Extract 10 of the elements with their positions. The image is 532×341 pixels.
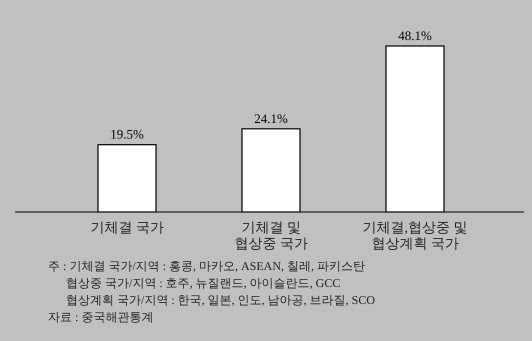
text: 협상계획 국가/지역 : 한국, 일본, 인도, 남아공, 브라질, SCO xyxy=(48,293,376,307)
x-tick-label: 기체결 국가 xyxy=(90,221,164,236)
text: 자료 : 중국해관통계 xyxy=(48,310,154,324)
data-label: 24.1% xyxy=(254,110,288,126)
data-label: 19.5% xyxy=(110,126,144,142)
text: 협상중 국가/지역 : 호주, 뉴질랜드, 아이슬란드, GCC xyxy=(48,276,340,290)
data-label: 48.1% xyxy=(398,28,432,43)
x-tick-label: 기체결,협상중 및 협상계획 국가 xyxy=(362,221,468,252)
x-tick-label: 기체결 및 협상중 국가 xyxy=(234,221,308,252)
text: 주 : 기체결 국가/지역 : 홍콩, 마카오, ASEAN, 칠레, 파키스탄 xyxy=(48,259,366,273)
